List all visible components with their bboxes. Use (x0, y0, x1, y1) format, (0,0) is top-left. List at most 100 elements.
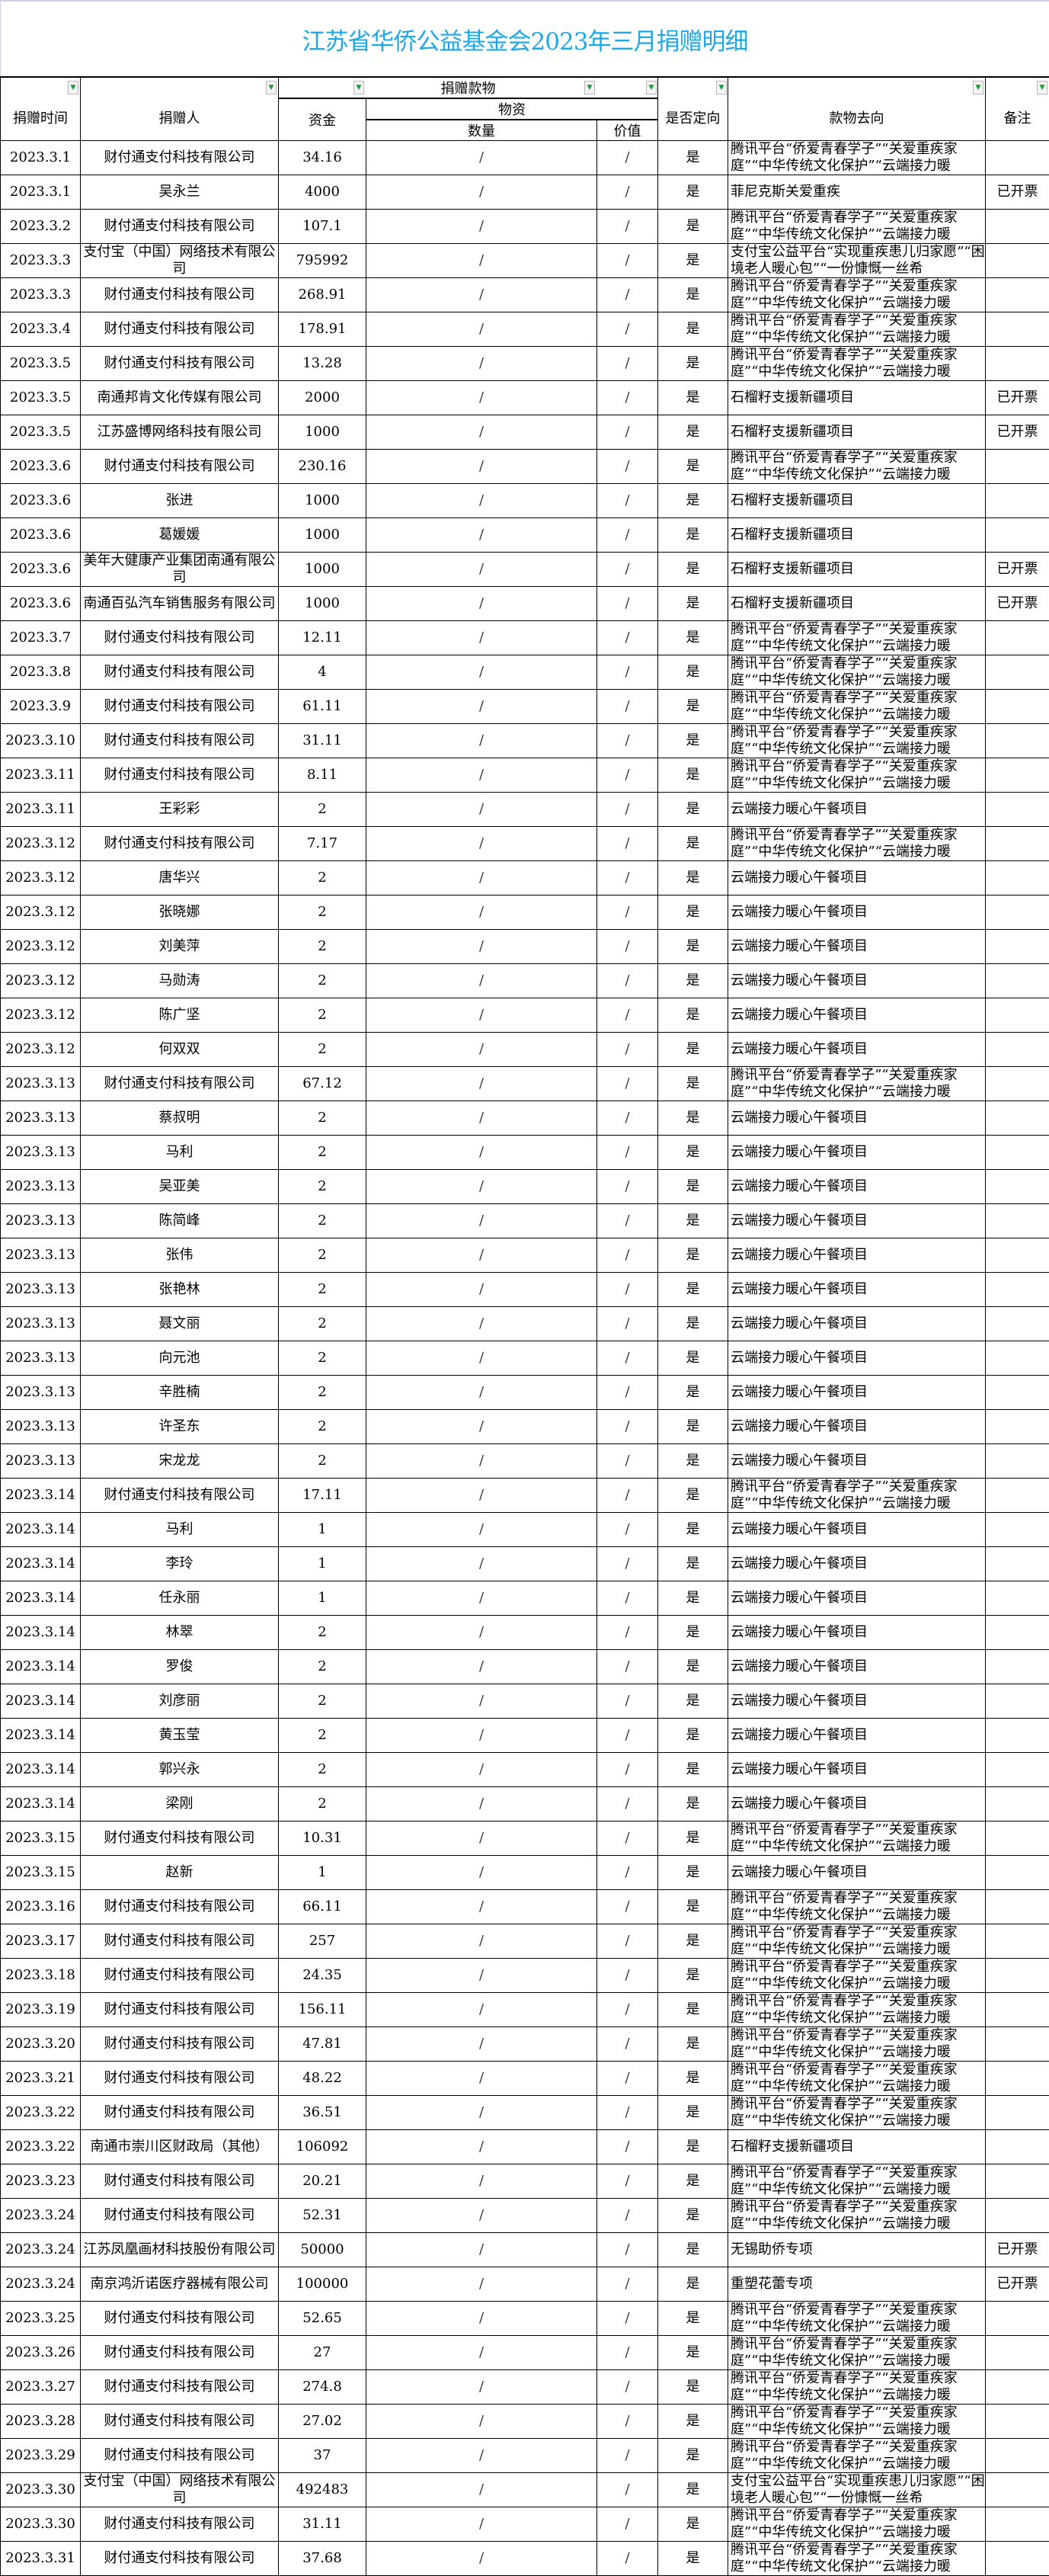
cell-date[interactable]: 2023.3.12 (1, 930, 81, 964)
cell-funds[interactable]: 17.11 (279, 1479, 366, 1513)
cell-note[interactable] (986, 278, 1049, 312)
cell-directed[interactable]: 是 (658, 2473, 728, 2507)
cell-value[interactable]: / (597, 2439, 658, 2473)
cell-donor[interactable]: 马勋涛 (81, 964, 279, 998)
cell-destination[interactable]: 支付宝公益平台“实现重疾患儿归家愿”“困境老人暖心包”“一份慷慨一丝希 (728, 244, 986, 278)
cell-donor[interactable]: 王彩彩 (81, 793, 279, 827)
cell-directed[interactable]: 是 (658, 312, 728, 347)
cell-destination[interactable]: 腾讯平台“侨爱青春学子”“关爱重疾家庭”“中华传统文化保护”“云端接力暖 (728, 2336, 986, 2370)
cell-note[interactable] (986, 518, 1049, 553)
cell-donor[interactable]: 财付通支付科技有限公司 (81, 278, 279, 312)
cell-note[interactable] (986, 1341, 1049, 1376)
cell-date[interactable]: 2023.3.2 (1, 210, 81, 244)
cell-funds[interactable]: 2 (279, 1341, 366, 1376)
cell-value[interactable]: / (597, 1479, 658, 1513)
cell-value[interactable]: / (597, 690, 658, 724)
cell-donor[interactable]: 财付通支付科技有限公司 (81, 2199, 279, 2233)
cell-destination[interactable]: 腾讯平台“侨爱青春学子”“关爱重疾家庭”“中华传统文化保护”“云端接力暖 (728, 724, 986, 758)
cell-directed[interactable]: 是 (658, 1924, 728, 1959)
cell-donor[interactable]: 葛媛媛 (81, 518, 279, 553)
cell-donor[interactable]: 陈广坚 (81, 998, 279, 1033)
cell-donor[interactable]: 财付通支付科技有限公司 (81, 2405, 279, 2439)
cell-date[interactable]: 2023.3.14 (1, 1616, 81, 1650)
cell-donor[interactable]: 吴永兰 (81, 175, 279, 210)
cell-date[interactable]: 2023.3.18 (1, 1959, 81, 1993)
cell-date[interactable]: 2023.3.27 (1, 2370, 81, 2405)
cell-note[interactable]: 已开票 (986, 553, 1049, 587)
cell-directed[interactable]: 是 (658, 415, 728, 450)
cell-destination[interactable]: 石榴籽支援新疆项目 (728, 587, 986, 621)
cell-funds[interactable]: 8.11 (279, 758, 366, 793)
cell-destination[interactable]: 石榴籽支援新疆项目 (728, 484, 986, 518)
cell-destination[interactable]: 云端接力暖心午餐项目 (728, 1273, 986, 1307)
cell-directed[interactable]: 是 (658, 690, 728, 724)
cell-donor[interactable]: 财付通支付科技有限公司 (81, 1067, 279, 1101)
cell-note[interactable] (986, 2027, 1049, 2062)
cell-date[interactable]: 2023.3.13 (1, 1136, 81, 1170)
cell-quantity[interactable]: / (366, 1513, 597, 1547)
cell-destination[interactable]: 支付宝公益平台“实现重疾患儿归家愿”“困境老人暖心包”“一份慷慨一丝希 (728, 2473, 986, 2507)
cell-funds[interactable]: 1000 (279, 415, 366, 450)
cell-quantity[interactable]: / (366, 1753, 597, 1787)
cell-quantity[interactable]: / (366, 553, 597, 587)
cell-destination[interactable]: 云端接力暖心午餐项目 (728, 1307, 986, 1341)
cell-value[interactable]: / (597, 724, 658, 758)
cell-directed[interactable]: 是 (658, 1341, 728, 1376)
cell-donor[interactable]: 宋龙龙 (81, 1444, 279, 1479)
cell-quantity[interactable]: / (366, 2507, 597, 2542)
header-donor[interactable]: 捐赠人 (81, 77, 279, 141)
filter-dropdown-icon[interactable]: ▼ (716, 81, 727, 95)
cell-funds[interactable]: 66.11 (279, 1890, 366, 1924)
cell-funds[interactable]: 2 (279, 1273, 366, 1307)
cell-directed[interactable]: 是 (658, 175, 728, 210)
cell-donor[interactable]: 张伟 (81, 1238, 279, 1273)
cell-note[interactable] (986, 1204, 1049, 1238)
cell-date[interactable]: 2023.3.12 (1, 998, 81, 1033)
cell-destination[interactable]: 腾讯平台“侨爱青春学子”“关爱重疾家庭”“中华传统文化保护”“云端接力暖 (728, 2370, 986, 2405)
cell-directed[interactable]: 是 (658, 1684, 728, 1719)
cell-destination[interactable]: 云端接力暖心午餐项目 (728, 964, 986, 998)
cell-directed[interactable]: 是 (658, 1650, 728, 1684)
cell-quantity[interactable]: / (366, 347, 597, 381)
cell-donor[interactable]: 财付通支付科技有限公司 (81, 1924, 279, 1959)
cell-destination[interactable]: 石榴籽支援新疆项目 (728, 2130, 986, 2164)
cell-value[interactable]: / (597, 1307, 658, 1341)
cell-donor[interactable]: 张艳林 (81, 1273, 279, 1307)
cell-note[interactable] (986, 2130, 1049, 2164)
cell-value[interactable]: / (597, 553, 658, 587)
cell-destination[interactable]: 云端接力暖心午餐项目 (728, 1581, 986, 1616)
cell-value[interactable]: / (597, 518, 658, 553)
cell-value[interactable]: / (597, 1856, 658, 1890)
cell-value[interactable]: / (597, 175, 658, 210)
cell-destination[interactable]: 石榴籽支援新疆项目 (728, 518, 986, 553)
cell-quantity[interactable]: / (366, 312, 597, 347)
cell-quantity[interactable]: / (366, 1684, 597, 1719)
cell-funds[interactable]: 274.8 (279, 2370, 366, 2405)
cell-quantity[interactable]: / (366, 793, 597, 827)
cell-donor[interactable]: 南通市崇川区财政局（其他） (81, 2130, 279, 2164)
cell-funds[interactable]: 1000 (279, 587, 366, 621)
cell-value[interactable]: / (597, 347, 658, 381)
cell-funds[interactable]: 2 (279, 1616, 366, 1650)
cell-directed[interactable]: 是 (658, 1101, 728, 1136)
cell-date[interactable]: 2023.3.14 (1, 1547, 81, 1581)
cell-donor[interactable]: 南通百弘汽车销售服务有限公司 (81, 587, 279, 621)
cell-value[interactable]: / (597, 1684, 658, 1719)
cell-funds[interactable]: 12.11 (279, 621, 366, 655)
cell-quantity[interactable]: / (366, 141, 597, 175)
cell-quantity[interactable]: / (366, 2130, 597, 2164)
cell-value[interactable]: / (597, 1890, 658, 1924)
cell-funds[interactable]: 2 (279, 930, 366, 964)
cell-date[interactable]: 2023.3.23 (1, 2164, 81, 2199)
cell-value[interactable]: / (597, 621, 658, 655)
cell-value[interactable]: / (597, 1238, 658, 1273)
cell-donor[interactable]: 财付通支付科技有限公司 (81, 2062, 279, 2096)
cell-note[interactable] (986, 1067, 1049, 1101)
cell-note[interactable] (986, 210, 1049, 244)
cell-destination[interactable]: 云端接力暖心午餐项目 (728, 930, 986, 964)
cell-destination[interactable]: 云端接力暖心午餐项目 (728, 1033, 986, 1067)
cell-quantity[interactable]: / (366, 2439, 597, 2473)
cell-note[interactable] (986, 1719, 1049, 1753)
cell-funds[interactable]: 36.51 (279, 2096, 366, 2130)
cell-quantity[interactable]: / (366, 2542, 597, 2576)
